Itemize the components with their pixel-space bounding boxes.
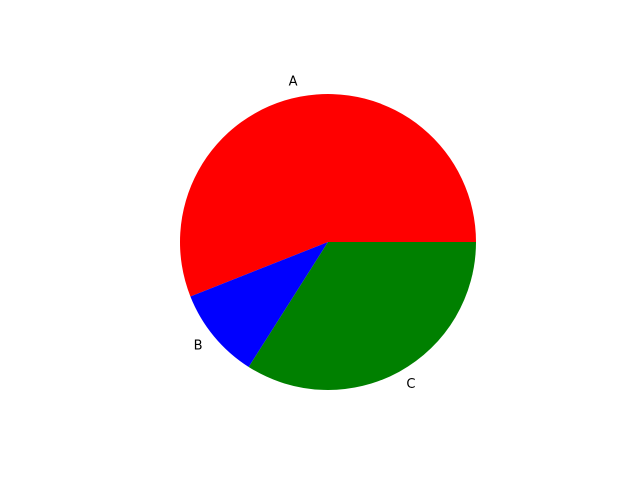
pie-slice-b xyxy=(190,242,328,367)
pie-slices xyxy=(180,94,477,391)
pie-slice-a xyxy=(180,94,477,297)
pie-labels: A B C xyxy=(194,75,416,393)
pie-slice-c xyxy=(248,242,476,391)
pie-label-a: A xyxy=(289,75,298,90)
pie-label-c: C xyxy=(406,377,415,392)
pie-label-b: B xyxy=(194,338,203,353)
